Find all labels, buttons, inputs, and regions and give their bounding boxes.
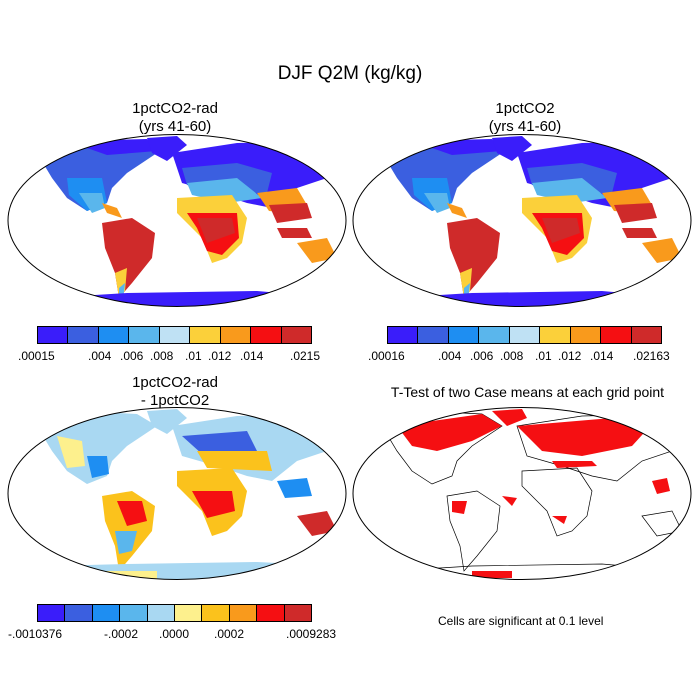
cb2-label-1: .004 bbox=[438, 349, 462, 363]
colorbar-2-swatch bbox=[508, 327, 540, 343]
colorbar-2-swatch bbox=[569, 327, 601, 343]
colorbar-3-swatch bbox=[256, 605, 284, 621]
colorbar-3-swatch bbox=[174, 605, 202, 621]
cb2-label-3: .008 bbox=[500, 349, 524, 363]
colorbar-1-swatch bbox=[219, 327, 251, 343]
cb1-label-5: .012 bbox=[208, 349, 232, 363]
antarctica bbox=[47, 291, 337, 307]
colorbar-1-swatch bbox=[67, 327, 98, 343]
cb1-label-1: .004 bbox=[88, 349, 112, 363]
map-difference bbox=[7, 407, 347, 580]
australia bbox=[297, 238, 337, 263]
cb1-label-4: .01 bbox=[185, 349, 202, 363]
colorbar-3-swatch bbox=[146, 605, 175, 621]
colorbar-3 bbox=[37, 604, 312, 622]
cb1-label-6: .014 bbox=[240, 349, 264, 363]
panel-4-title: T-Test of two Case means at each grid po… bbox=[355, 383, 700, 401]
cb2-label-2: .006 bbox=[470, 349, 494, 363]
cb1-label-2: .006 bbox=[120, 349, 144, 363]
panel-2-title-line2: (yrs 41-60) bbox=[488, 118, 562, 135]
panel-1-title: 1pctCO2-rad (yrs 41-60) bbox=[85, 100, 265, 136]
significance-note: Cells are significant at 0.1 level bbox=[438, 614, 604, 628]
colorbar-2-swatch bbox=[417, 327, 448, 343]
cb3-label-0: -.0010376 bbox=[8, 627, 63, 641]
colorbar-3-swatch bbox=[283, 605, 312, 621]
cb3-label-3: .0002 bbox=[214, 627, 245, 641]
cb1-label-3: .008 bbox=[150, 349, 174, 363]
panel-4-title-line1: T-Test of two Case means at each grid po… bbox=[390, 384, 665, 400]
colorbar-3-swatch bbox=[91, 605, 120, 621]
panel-1-title-line1: 1pctCO2-rad bbox=[132, 100, 218, 117]
colorbar-1-swatch bbox=[250, 327, 281, 343]
north-america bbox=[37, 138, 157, 211]
colorbar-2-swatch bbox=[539, 327, 570, 343]
colorbar-1-swatch bbox=[158, 327, 190, 343]
figure-title: DJF Q2M (kg/kg) bbox=[277, 63, 423, 84]
cb2-label-6: .014 bbox=[590, 349, 614, 363]
colorbar-3-swatch bbox=[228, 605, 257, 621]
panel-2-title-line1: 1pctCO2 bbox=[495, 100, 555, 117]
colorbar-3-swatch bbox=[119, 605, 147, 621]
colorbar-1-swatch bbox=[38, 327, 68, 343]
colorbar-1-swatch bbox=[280, 327, 311, 343]
colorbar-3-swatch bbox=[64, 605, 92, 621]
colorbar-2-swatch bbox=[447, 327, 479, 343]
cb3-label-2: .0000 bbox=[159, 627, 190, 641]
cb2-label-7: .02163 bbox=[633, 349, 670, 363]
panel-3-title-line2: - 1pctCO2 bbox=[140, 392, 210, 409]
cb3-label-4: .0009283 bbox=[286, 627, 337, 641]
panel-1-title-line2: (yrs 41-60) bbox=[138, 118, 212, 135]
greenland bbox=[147, 136, 187, 161]
colorbar-3-swatch bbox=[38, 605, 65, 621]
colorbar-2-swatch bbox=[630, 327, 661, 343]
panel-3-title-line1: 1pctCO2-rad bbox=[132, 374, 218, 391]
south-america bbox=[102, 218, 155, 298]
colorbar-2-swatch bbox=[478, 327, 509, 343]
colorbar-1 bbox=[37, 326, 312, 344]
colorbar-2-swatch bbox=[600, 327, 631, 343]
colorbar-1-swatch bbox=[97, 327, 129, 343]
panel-3-title: 1pctCO2-rad - 1pctCO2 bbox=[85, 374, 265, 410]
colorbar-3-swatch bbox=[201, 605, 229, 621]
panel-2-title: 1pctCO2 (yrs 41-60) bbox=[435, 100, 615, 136]
cb2-label-4: .01 bbox=[535, 349, 552, 363]
cb3-label-1: -.0002 bbox=[104, 627, 139, 641]
map-1pctco2-rad bbox=[7, 134, 347, 307]
colorbar-2-swatch bbox=[388, 327, 418, 343]
colorbar-2 bbox=[387, 326, 662, 344]
cb2-label-0: .00016 bbox=[368, 349, 405, 363]
cb1-label-0: .00015 bbox=[18, 349, 55, 363]
colorbar-1-swatch bbox=[189, 327, 220, 343]
cb2-label-5: .012 bbox=[558, 349, 582, 363]
map-1pctco2 bbox=[352, 134, 692, 307]
cb1-label-7: .0215 bbox=[290, 349, 321, 363]
colorbar-1-swatch bbox=[128, 327, 159, 343]
map-ttest bbox=[352, 407, 692, 580]
